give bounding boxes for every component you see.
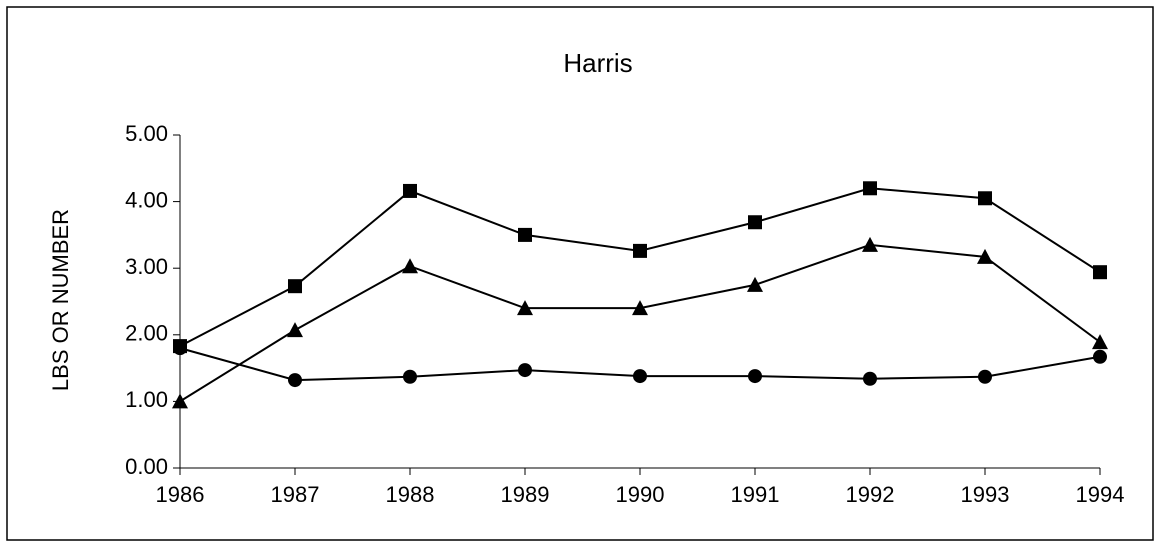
marker-circle bbox=[1093, 349, 1107, 364]
x-tick-label: 1990 bbox=[616, 482, 665, 507]
marker-circle bbox=[748, 369, 762, 384]
marker-triangle bbox=[402, 258, 418, 274]
x-tick-label: 1991 bbox=[731, 482, 780, 507]
marker-triangle bbox=[287, 322, 303, 338]
y-tick-label: 1.00 bbox=[125, 387, 168, 412]
marker-square bbox=[1093, 265, 1107, 280]
marker-circle bbox=[173, 341, 187, 356]
marker-circle bbox=[518, 363, 532, 378]
y-tick-label: 3.00 bbox=[125, 254, 168, 279]
marker-square bbox=[403, 183, 417, 198]
y-tick-label: 5.00 bbox=[125, 121, 168, 146]
marker-triangle bbox=[517, 300, 533, 316]
chart-title: Harris bbox=[563, 48, 632, 78]
series-line bbox=[179, 187, 1101, 348]
x-tick-label: 1987 bbox=[271, 482, 320, 507]
marker-triangle bbox=[977, 248, 993, 264]
y-tick-label: 0.00 bbox=[125, 454, 168, 479]
marker-square bbox=[288, 279, 302, 294]
marker-circle bbox=[633, 369, 647, 384]
chart-frame bbox=[6, 6, 1154, 541]
x-tick-label: 1993 bbox=[961, 482, 1010, 507]
marker-triangle bbox=[172, 393, 188, 409]
marker-square bbox=[633, 243, 647, 258]
marker-square bbox=[978, 191, 992, 206]
y-tick-label: 2.00 bbox=[125, 321, 168, 346]
x-tick-label: 1989 bbox=[501, 482, 550, 507]
marker-square bbox=[748, 215, 762, 230]
x-tick-label: 1988 bbox=[386, 482, 435, 507]
marker-triangle bbox=[632, 300, 648, 316]
marker-triangle bbox=[862, 236, 878, 252]
marker-circle bbox=[978, 369, 992, 384]
marker-circle bbox=[403, 369, 417, 384]
marker-triangle bbox=[747, 276, 763, 292]
marker-square bbox=[518, 227, 532, 242]
x-tick-label: 1994 bbox=[1076, 482, 1125, 507]
x-tick-label: 1992 bbox=[846, 482, 895, 507]
y-axis-label: LBS OR NUMBER bbox=[48, 209, 73, 391]
y-tick-label: 4.00 bbox=[125, 187, 168, 212]
marker-circle bbox=[863, 371, 877, 386]
x-tick-label: 1986 bbox=[156, 482, 205, 507]
marker-square bbox=[863, 181, 877, 196]
marker-circle bbox=[288, 373, 302, 388]
marker-triangle bbox=[1092, 334, 1108, 350]
